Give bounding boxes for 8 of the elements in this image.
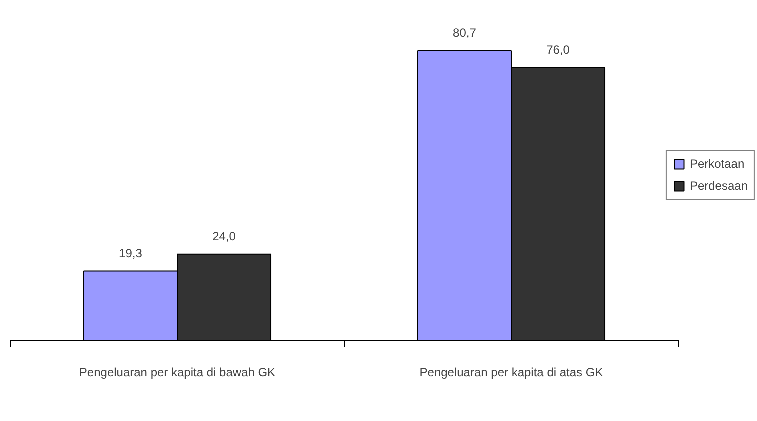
legend-label: Perkotaan bbox=[690, 157, 745, 171]
data-label: 19,3 bbox=[119, 246, 143, 260]
x-tick-label: Pengeluaran per kapita di atas GK bbox=[420, 366, 604, 380]
x-tick-label: Pengeluaran per kapita di bawah GK bbox=[79, 366, 276, 380]
data-label: 80,7 bbox=[453, 26, 477, 40]
legend-label: Perdesaan bbox=[690, 179, 748, 193]
data-label: 24,0 bbox=[212, 229, 236, 244]
data-label: 76,0 bbox=[546, 42, 570, 57]
